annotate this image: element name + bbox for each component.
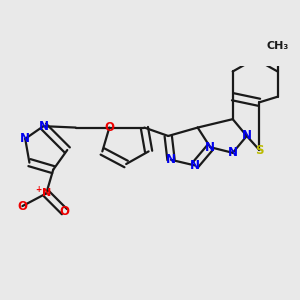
Text: O: O bbox=[59, 205, 70, 218]
Text: O: O bbox=[104, 121, 114, 134]
Text: S: S bbox=[255, 143, 264, 157]
Text: CH₃: CH₃ bbox=[266, 41, 289, 51]
Text: N: N bbox=[42, 188, 51, 199]
Text: N: N bbox=[38, 120, 48, 133]
Text: N: N bbox=[205, 141, 215, 154]
Text: N: N bbox=[242, 130, 252, 142]
Text: O: O bbox=[17, 200, 27, 213]
Text: N: N bbox=[20, 132, 30, 145]
Text: N: N bbox=[190, 159, 200, 172]
Text: N: N bbox=[228, 146, 238, 159]
Text: +: + bbox=[35, 185, 41, 194]
Text: N: N bbox=[166, 153, 176, 166]
